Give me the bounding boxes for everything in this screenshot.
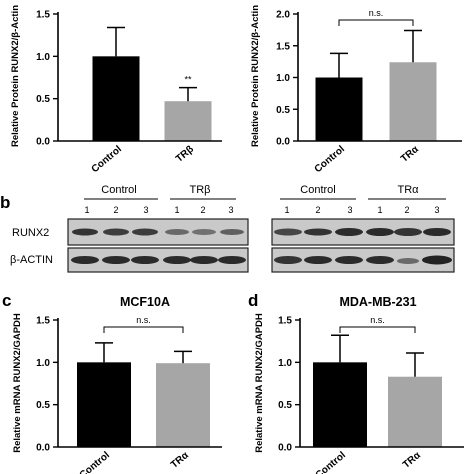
band-actin (304, 256, 332, 264)
band-runx2 (103, 228, 129, 236)
y-tick-label: 0.5 (278, 400, 292, 411)
y-tick-label: 0.0 (276, 137, 290, 148)
band-runx2 (335, 228, 363, 236)
band-runx2 (394, 228, 422, 236)
y-tick-label: 1.5 (36, 316, 50, 327)
significance-label: n.s. (136, 315, 151, 325)
chart-a-right: Relative Protein RUNX2/β-Actin 0.0 0.5 1.0… (250, 5, 462, 175)
y-tick-label: 1.5 (36, 10, 50, 21)
band-runx2 (274, 228, 302, 236)
x-tick-label: Control (78, 450, 112, 474)
y-tick-label: 0.5 (276, 105, 290, 116)
y-tick-label: 1.5 (278, 316, 292, 327)
lane-number: 3 (143, 205, 148, 215)
lane-number: 2 (113, 205, 118, 215)
y-tick-label: 0.5 (36, 94, 50, 105)
band-actin (102, 256, 130, 264)
lane-number: 1 (377, 205, 382, 215)
y-tick-label: 0.0 (278, 443, 292, 454)
western-blot-panel: b RUNX2 β-ACTIN Control TRβ 1 2 3 1 2 3 (0, 184, 455, 273)
x-tick-label: TRβ (174, 144, 196, 165)
row-label-runx2: RUNX2 (12, 227, 49, 239)
x-tick-label: TRα (401, 449, 424, 470)
band-actin (335, 256, 363, 264)
y-tick-label: 0.0 (36, 137, 50, 148)
band-runx2 (304, 228, 332, 236)
lane-number: 2 (404, 205, 409, 215)
band-actin (131, 256, 159, 264)
lane-number: 1 (84, 205, 89, 215)
blot-right-group-control: Control (300, 184, 335, 196)
lane-number: 3 (228, 205, 233, 215)
lane-number: 1 (284, 205, 289, 215)
bar-control (92, 56, 140, 142)
bar-control (313, 362, 367, 447)
bar-treatment (389, 62, 437, 142)
chart-title: MCF10A (120, 295, 170, 309)
chart-a-left: Relative Protein RUNX2/β-Actin 0.0 0.5 1.0… (10, 5, 222, 175)
bar-treatment (164, 101, 212, 141)
y-axis-label: Relative mRNA RUNX2/GAPDH (12, 313, 23, 453)
band-runx2 (165, 229, 189, 235)
blot-right-group-treatment: TRα (397, 184, 419, 196)
significance-label: n.s. (370, 315, 385, 325)
y-tick-label: 1.0 (276, 73, 290, 84)
band-actin (422, 255, 452, 265)
x-tick-label: Control (314, 450, 348, 474)
band-actin (190, 256, 218, 264)
significance-bracket (103, 326, 184, 333)
bar-treatment (156, 363, 210, 447)
x-tick-label: Control (313, 144, 347, 175)
y-tick-label: 1.5 (276, 41, 290, 52)
band-runx2 (220, 229, 244, 235)
chart-d: d MDA-MB-231 Relative mRNA RUNX2/GAPDH 0… (248, 291, 464, 474)
significance-label: ** (184, 75, 192, 85)
band-actin (274, 256, 302, 264)
y-tick-label: 2.0 (276, 10, 290, 21)
band-runx2 (423, 228, 451, 236)
chart-title: MDA-MB-231 (339, 295, 416, 309)
y-axis-label: Relative Protein RUNX2/β-Actin (250, 5, 261, 147)
significance-bracket (338, 19, 414, 26)
chart-c: c MCF10A Relative mRNA RUNX2/GAPDH 0.0 0.… (2, 291, 222, 474)
blot-left-group-treatment: TRβ (190, 184, 211, 196)
blot-left-group-control: Control (101, 184, 136, 196)
band-actin (366, 256, 394, 264)
panel-label-c: c (2, 291, 11, 310)
panel-label-d: d (248, 291, 258, 310)
panel-label-b: b (0, 193, 10, 212)
significance-bracket (339, 326, 416, 333)
y-axis-label: Relative Protein RUNX2/β-Actin (10, 5, 21, 147)
lane-number: 2 (200, 205, 205, 215)
band-actin (397, 258, 419, 264)
bar-treatment (388, 376, 442, 447)
x-tick-label: TRα (399, 143, 422, 164)
lane-number: 3 (347, 205, 352, 215)
bar-control (77, 362, 131, 447)
y-axis-label: Relative mRNA RUNX2/GAPDH (254, 313, 265, 453)
lane-number: 3 (434, 205, 439, 215)
significance-label: n.s. (369, 8, 384, 18)
band-runx2 (72, 228, 98, 236)
y-tick-label: 1.0 (36, 52, 50, 63)
bar-control (315, 77, 363, 141)
y-tick-label: 0.5 (36, 400, 50, 411)
y-tick-label: 0.0 (36, 443, 50, 454)
x-tick-label: TRα (169, 449, 192, 470)
band-actin (218, 256, 246, 264)
band-runx2 (192, 229, 216, 235)
band-actin (71, 256, 99, 264)
band-runx2 (132, 228, 158, 236)
lane-number: 2 (315, 205, 320, 215)
row-label-actin: β-ACTIN (10, 254, 53, 266)
y-tick-label: 1.0 (36, 358, 50, 369)
band-actin (163, 256, 191, 264)
lane-number: 1 (174, 205, 179, 215)
band-runx2 (366, 228, 394, 236)
y-tick-label: 1.0 (278, 358, 292, 369)
x-tick-label: Control (90, 144, 124, 175)
